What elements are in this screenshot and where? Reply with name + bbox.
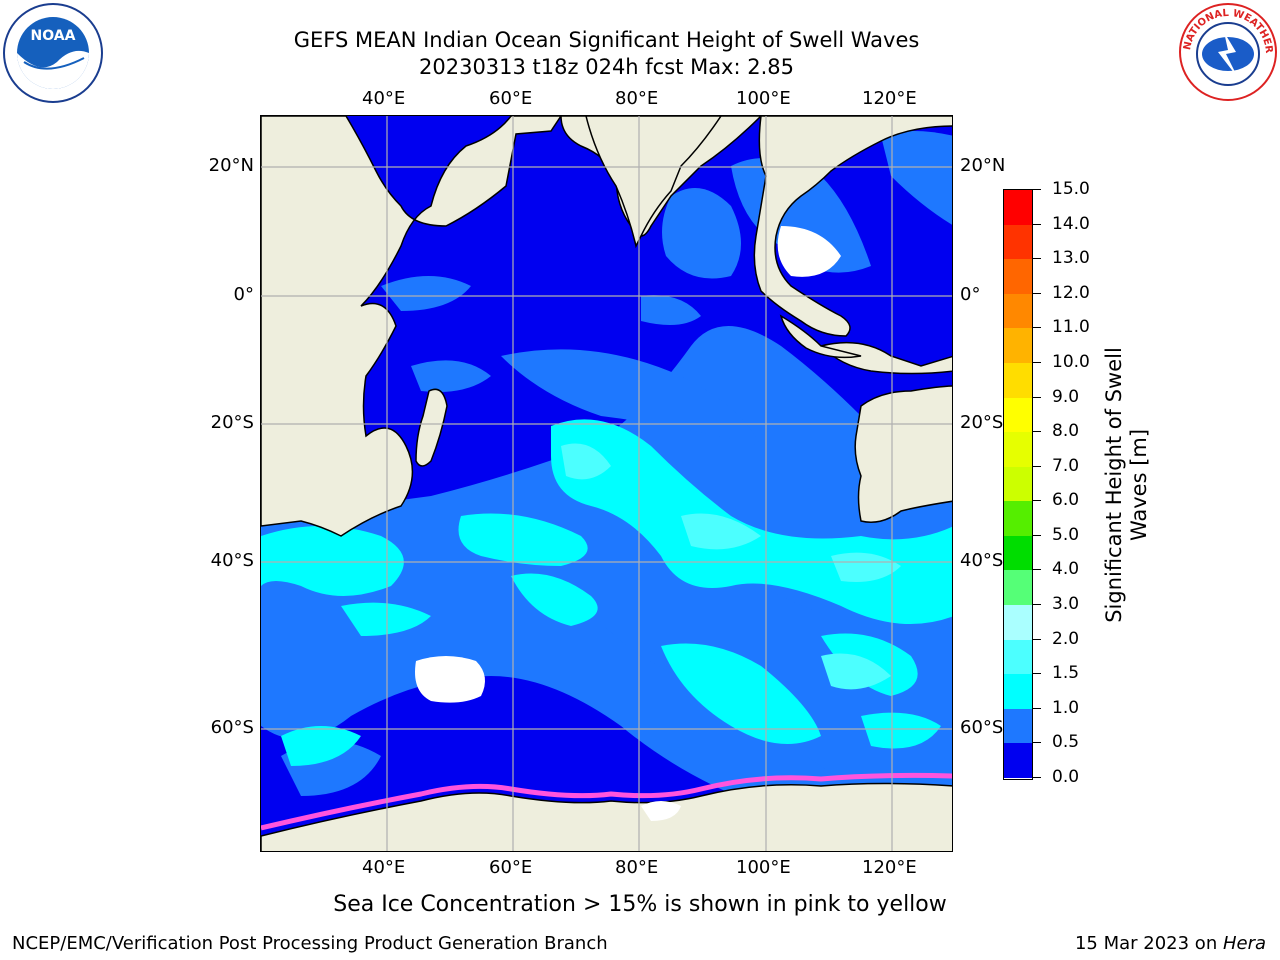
colorbar-tick-label: 6.0 (1052, 490, 1080, 511)
footer-date-text: 15 Mar 2023 on (1074, 933, 1223, 954)
colorbar-title-line2: Waves [m] (1127, 428, 1151, 542)
colorbar-title-line1: Significant Height of Swell (1102, 347, 1126, 623)
colorbar-tick (1033, 500, 1041, 502)
colorbar-tick (1033, 431, 1041, 433)
nws-logo: NATIONAL WEATHER SERVICE (1178, 2, 1277, 101)
colorbar-tick (1033, 534, 1041, 536)
colorbar-tick (1033, 707, 1041, 709)
colorbar-tick-label: 3.0 (1052, 594, 1080, 615)
colorbar-segment (1004, 605, 1032, 641)
sea-ice-edge (261, 772, 952, 831)
colorbar-segment (1004, 639, 1032, 675)
lat-tick-right-40s: 40°S (960, 550, 1004, 571)
colorbar-segment (1004, 432, 1032, 468)
colorbar-tick-label: 1.0 (1052, 697, 1080, 718)
colorbar-tick-label: 8.0 (1052, 421, 1080, 442)
colorbar-segment (1004, 674, 1032, 710)
colorbar-tick (1033, 292, 1041, 294)
lat-tick-right-60s: 60°S (960, 717, 1004, 738)
colorbar-segment (1004, 190, 1032, 226)
colorbar (1003, 189, 1033, 780)
colorbar-segment (1004, 293, 1032, 329)
lon-tick-top-100e: 100°E (736, 88, 791, 109)
colorbar-tick-label: 9.0 (1052, 386, 1080, 407)
lat-tick-left-20n: 20°N (208, 155, 254, 176)
colorbar-segment (1004, 535, 1032, 571)
colorbar-tick-label: 0.0 (1052, 767, 1080, 787)
colorbar-tick-label: 14.0 (1052, 213, 1090, 234)
lon-tick-top-40e: 40°E (362, 88, 406, 109)
chart-title: GEFS MEAN Indian Ocean Significant Heigh… (293, 28, 920, 52)
lat-tick-right-20n: 20°N (960, 155, 1006, 176)
lon-tick-bottom-60e: 60°E (489, 857, 533, 878)
lat-tick-right-0: 0° (960, 284, 981, 305)
colorbar-tick (1033, 361, 1041, 363)
colorbar-tick-label: 11.0 (1052, 317, 1090, 338)
colorbar-tick (1033, 189, 1041, 190)
lat-tick-left-40s: 40°S (210, 550, 254, 571)
graticule (261, 116, 952, 851)
colorbar-tick (1033, 673, 1041, 675)
colorbar-tick (1033, 604, 1041, 606)
colorbar-tick (1033, 777, 1041, 778)
colorbar-segment (1004, 397, 1032, 433)
footer-date: 15 Mar 2023 on Hera (1075, 933, 1266, 954)
chart-subtitle: 20230313 t18z 024h fcst Max: 2.85 (419, 55, 794, 79)
colorbar-tick-label: 0.5 (1052, 732, 1080, 753)
land-layer (261, 116, 952, 851)
colorbar-segment (1004, 570, 1032, 606)
noaa-logo: NOAA (3, 3, 103, 103)
colorbar-segment (1004, 328, 1032, 364)
lon-tick-top-120e: 120°E (862, 88, 917, 109)
colorbar-segment (1004, 743, 1032, 779)
lat-tick-right-20s: 20°S (960, 412, 1004, 433)
colorbar-tick (1033, 742, 1041, 744)
colorbar-tick-label: 12.0 (1052, 282, 1090, 303)
colorbar-tick (1033, 327, 1041, 329)
colorbar-tick-label: 5.0 (1052, 524, 1080, 545)
colorbar-segment (1004, 259, 1032, 295)
colorbar-segment (1004, 224, 1032, 260)
colorbar-tick-label: 2.0 (1052, 628, 1080, 649)
lat-tick-left-60s: 60°S (210, 717, 254, 738)
colorbar-tick-label: 4.0 (1052, 559, 1080, 580)
map-panel (260, 115, 953, 852)
colorbar-segment (1004, 708, 1032, 744)
swell-15-20-layer (561, 443, 901, 690)
colorbar-tick (1033, 223, 1041, 225)
colorbar-tick (1033, 258, 1041, 260)
lat-tick-left-20s: 20°S (210, 412, 254, 433)
colorbar-tick-label: 10.0 (1052, 351, 1090, 372)
sea-ice-note: Sea Ice Concentration > 15% is shown in … (333, 892, 947, 917)
lat-tick-left-0: 0° (233, 284, 254, 305)
colorbar-title: Significant Height of Swell Waves [m] (1102, 347, 1152, 623)
colorbar-tick (1033, 396, 1041, 398)
colorbar-tick-label: 7.0 (1052, 455, 1080, 476)
lon-tick-top-60e: 60°E (489, 88, 533, 109)
footer-host: Hera (1222, 933, 1266, 954)
lon-tick-bottom-80e: 80°E (615, 857, 659, 878)
lon-tick-bottom-40e: 40°E (362, 857, 406, 878)
noaa-logo-text: NOAA (31, 28, 76, 44)
colorbar-tick (1033, 569, 1041, 571)
colorbar-tick-label: 13.0 (1052, 248, 1090, 269)
colorbar-tick-label: 15.0 (1052, 179, 1090, 199)
swell-height-map (261, 116, 952, 851)
colorbar-segment (1004, 362, 1032, 399)
colorbar-tick (1033, 465, 1041, 467)
colorbar-segment (1004, 466, 1032, 502)
lon-tick-bottom-100e: 100°E (736, 857, 791, 878)
footer-credit: NCEP/EMC/Verification Post Processing Pr… (12, 933, 608, 954)
colorbar-segment (1004, 501, 1032, 537)
no-data-layer (415, 226, 841, 821)
colorbar-tick (1033, 638, 1041, 640)
colorbar-tick-label: 1.5 (1052, 663, 1080, 684)
lon-tick-top-80e: 80°E (615, 88, 659, 109)
lon-tick-bottom-120e: 120°E (862, 857, 917, 878)
